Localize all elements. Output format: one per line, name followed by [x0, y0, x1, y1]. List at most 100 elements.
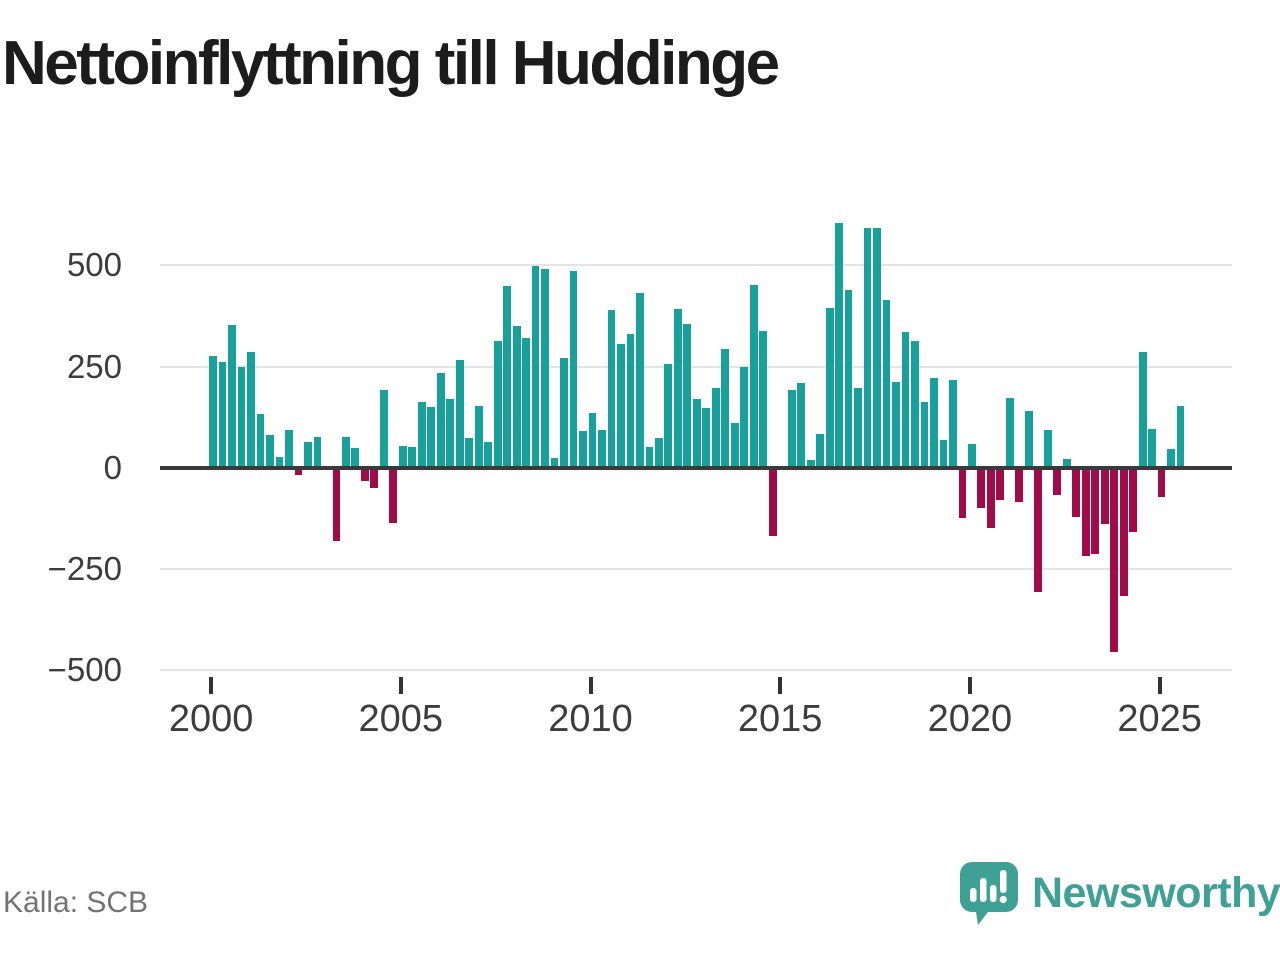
bar-2000-q1	[209, 356, 217, 468]
bar-2016-q2	[825, 308, 834, 468]
bar-2010-q1	[588, 412, 597, 468]
bar-2007-q4	[503, 285, 512, 468]
y-axis-label: −250	[47, 549, 122, 587]
bar-2005-q3	[417, 401, 426, 468]
bar-2003-q4	[351, 448, 360, 468]
bar-2024-q2	[1129, 469, 1138, 533]
x-axis-tick-2010	[588, 677, 593, 694]
bar-2014-q3	[759, 330, 768, 468]
bar-2014-q1	[740, 367, 749, 468]
bar-2022-q2	[1053, 469, 1062, 495]
x-axis-tick-2025	[1157, 677, 1162, 694]
bar-2013-q1	[702, 407, 711, 468]
bar-2010-q4	[617, 344, 625, 468]
bar-2009-q3	[569, 271, 578, 468]
bar-2007-q3	[493, 340, 502, 468]
page-title: Nettoinflyttning till Huddinge	[2, 29, 780, 98]
bar-2004-q3	[379, 390, 388, 468]
bar-2020-q1	[968, 444, 976, 468]
x-axis-label-2005: 2005	[358, 698, 444, 740]
bar-2023-q2	[1091, 469, 1100, 554]
bar-2006-q4	[465, 438, 474, 468]
bar-2015-q3	[797, 383, 806, 468]
bar-2001-q1	[247, 351, 255, 468]
bar-2016-q4	[844, 289, 853, 468]
bar-2020-q3	[986, 469, 995, 528]
bar-2019-q1	[930, 378, 938, 468]
bar-2019-q4	[958, 469, 967, 519]
x-axis-label-2020: 2020	[927, 698, 1013, 740]
bar-2003-q2	[332, 469, 341, 542]
bar-2025-q3	[1176, 405, 1185, 468]
bar-2009-q4	[579, 430, 587, 468]
bar-2014-q2	[749, 284, 758, 468]
bar-2021-q3	[1024, 411, 1033, 468]
bar-2022-q4	[1072, 469, 1081, 518]
bar-2002-q4	[313, 436, 322, 468]
bar-2004-q2	[370, 469, 379, 488]
x-axis-tick-2005	[398, 677, 403, 694]
bar-2008-q3	[531, 265, 540, 468]
bar-2007-q1	[474, 405, 483, 468]
bar-2018-q3	[911, 340, 919, 468]
bar-2011-q3	[645, 447, 654, 468]
bar-2016-q3	[835, 222, 843, 468]
x-axis-label-2000: 2000	[168, 698, 254, 740]
bar-2021-q2	[1015, 469, 1024, 503]
bar-chart: 500 250 0 −250 −500 2000 2005 2010 2015 2020 2025	[47, 222, 1232, 740]
bar-2006-q3	[455, 360, 464, 468]
x-axis-tick-2000	[209, 677, 214, 694]
bar-2024-q3	[1138, 352, 1147, 468]
bar-2017-q1	[854, 387, 862, 468]
bar-2001-q4	[275, 456, 284, 468]
bar-2000-q2	[218, 362, 227, 468]
bar-2018-q4	[920, 401, 929, 468]
bar-2012-q1	[664, 364, 673, 468]
bar-2022-q3	[1062, 459, 1071, 468]
bar-2023-q4	[1110, 469, 1119, 652]
bar-2007-q2	[484, 441, 493, 468]
bar-2024-q1	[1119, 469, 1128, 596]
newsworthy-logo: Newsworthy	[960, 862, 1280, 926]
bar-2017-q3	[873, 228, 881, 468]
bar-2020-q4	[996, 469, 1005, 501]
bar-2008-q4	[541, 268, 549, 468]
bar-2005-q2	[408, 447, 417, 468]
newsworthy-wordmark: Newsworthy	[1032, 869, 1280, 917]
x-axis-tick-2020	[967, 677, 972, 694]
y-axis-label: 250	[66, 347, 122, 385]
bar-2010-q3	[607, 309, 616, 468]
zero-axis-line	[160, 465, 1232, 470]
bar-2021-q1	[1005, 398, 1014, 468]
bar-2013-q2	[711, 387, 720, 468]
bar-2005-q4	[427, 406, 436, 468]
bar-2019-q2	[939, 440, 948, 468]
bar-2003-q3	[341, 436, 350, 468]
bar-2002-q3	[304, 441, 312, 468]
x-axis-label-2010: 2010	[548, 698, 633, 740]
bar-2005-q1	[398, 445, 407, 468]
bar-2002-q2	[294, 469, 303, 475]
gridline-500	[160, 264, 1232, 267]
bar-2004-q1	[360, 469, 369, 482]
bar-2012-q4	[692, 399, 701, 468]
bar-2013-q3	[721, 349, 730, 468]
bar-2012-q3	[683, 323, 692, 468]
bar-2014-q4	[768, 469, 777, 537]
bar-2025-q1	[1157, 469, 1166, 498]
source-label: Källa: SCB	[3, 886, 149, 919]
bar-2020-q2	[977, 469, 986, 509]
bar-2010-q2	[598, 430, 606, 468]
bar-2008-q2	[522, 338, 530, 468]
bar-2023-q1	[1081, 469, 1090, 556]
bar-2012-q2	[673, 309, 682, 468]
bar-2001-q2	[256, 414, 265, 468]
bar-2024-q4	[1148, 429, 1156, 468]
bar-2025-q2	[1167, 449, 1175, 468]
x-axis-label-2015: 2015	[737, 698, 823, 740]
bar-2017-q4	[882, 299, 891, 468]
x-axis-tick-2015	[778, 677, 783, 694]
bar-2019-q3	[949, 379, 957, 468]
bar-2000-q4	[237, 367, 246, 468]
